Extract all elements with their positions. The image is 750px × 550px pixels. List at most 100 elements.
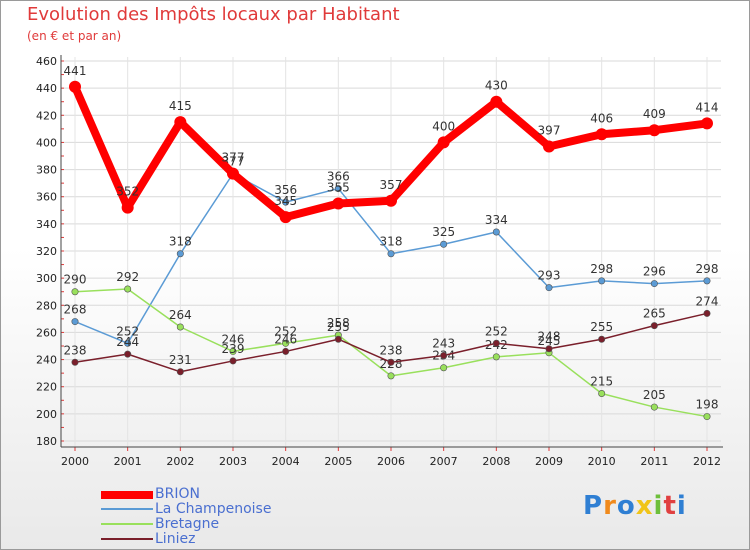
data-point-bretagne: [124, 285, 132, 293]
y-tick-label: 180: [36, 435, 57, 448]
legend-label-liniez: Liniez: [155, 531, 196, 547]
y-tick-label: 280: [36, 299, 57, 312]
data-point-brion: [332, 197, 345, 210]
data-label-bretagne: 290: [64, 273, 87, 287]
data-point-brion: [701, 117, 713, 130]
data-label-la-champenoise: 356: [274, 183, 297, 197]
data-point-liniez: [334, 335, 342, 343]
y-tick-label: 200: [36, 408, 57, 421]
data-label-bretagne: 246: [222, 332, 245, 346]
data-label-brion: 377: [222, 151, 245, 165]
logo-letter: t: [663, 491, 677, 521]
x-tick-label: 2005: [324, 455, 352, 468]
data-label-liniez: 252: [485, 324, 508, 338]
data-point-liniez: [492, 339, 500, 347]
data-label-la-champenoise: 268: [64, 303, 87, 317]
legend-label-brion: BRION: [155, 486, 200, 502]
data-point-liniez: [703, 309, 711, 317]
x-tick-label: 2012: [693, 455, 721, 468]
data-point-la-champenoise: [703, 277, 711, 285]
x-tick-label: 2011: [640, 455, 668, 468]
data-label-bretagne: 215: [590, 375, 613, 389]
data-point-liniez: [282, 347, 290, 355]
data-label-la-champenoise: 318: [380, 235, 403, 249]
data-label-bretagne: 198: [696, 398, 719, 412]
legend-swatch-la-champenoise: [101, 508, 153, 510]
data-point-bretagne: [176, 323, 184, 331]
data-point-brion: [437, 136, 450, 149]
data-point-liniez: [598, 335, 606, 343]
data-label-liniez: 274: [696, 294, 719, 308]
data-point-bretagne: [703, 413, 711, 421]
data-point-bretagne: [492, 353, 500, 361]
y-tick-label: 320: [36, 245, 57, 258]
data-point-brion: [385, 194, 397, 207]
chart-subtitle: (en € et par an): [27, 29, 122, 43]
x-tick-label: 2008: [482, 455, 510, 468]
data-label-bretagne: 245: [538, 334, 561, 348]
logo-letter: P: [583, 491, 604, 521]
data-point-la-champenoise: [387, 250, 395, 258]
data-point-liniez: [176, 368, 184, 376]
data-point-bretagne: [598, 389, 606, 397]
data-point-liniez: [71, 358, 79, 366]
data-label-la-champenoise: 298: [696, 262, 719, 276]
data-label-brion: 345: [274, 194, 297, 208]
data-point-la-champenoise: [282, 198, 290, 206]
data-label-la-champenoise: 325: [432, 225, 455, 239]
data-label-bretagne: 258: [327, 316, 350, 330]
data-point-liniez: [650, 322, 658, 330]
data-point-brion: [648, 124, 661, 137]
x-tick-label: 2004: [272, 455, 300, 468]
data-point-brion: [174, 116, 187, 129]
y-tick-label: 300: [36, 272, 57, 285]
data-point-brion: [69, 80, 81, 93]
x-tick-label: 2009: [535, 455, 563, 468]
x-tick-label: 2001: [114, 455, 142, 468]
data-point-brion: [279, 211, 292, 224]
data-label-liniez: 246: [274, 332, 297, 346]
data-point-liniez: [387, 358, 395, 366]
data-label-brion: 400: [432, 119, 455, 133]
legend-swatch-brion: [101, 491, 153, 499]
data-label-brion: 357: [380, 178, 403, 192]
data-point-bretagne: [282, 339, 290, 347]
data-label-liniez: 248: [538, 330, 561, 344]
y-tick-label: 440: [36, 82, 57, 95]
data-point-la-champenoise: [124, 339, 132, 347]
chart-title: Evolution des Impôts locaux par Habitant: [27, 4, 400, 25]
data-point-la-champenoise: [545, 284, 553, 292]
data-label-liniez: 265: [643, 307, 666, 321]
data-point-liniez: [545, 345, 553, 353]
data-label-liniez: 255: [327, 320, 350, 334]
x-tick-label: 2007: [430, 455, 458, 468]
data-label-liniez: 231: [169, 353, 192, 367]
data-point-bretagne: [650, 403, 658, 411]
data-label-brion: 352: [116, 185, 139, 199]
data-label-la-champenoise: 334: [485, 213, 508, 227]
data-label-brion: 415: [169, 99, 192, 113]
data-label-bretagne: 252: [274, 324, 297, 338]
logo-letter: i: [653, 491, 664, 521]
data-label-brion: 414: [696, 100, 719, 114]
x-tick-label: 2002: [166, 455, 194, 468]
y-tick-label: 400: [36, 136, 57, 149]
data-point-liniez: [440, 351, 448, 359]
y-tick-label: 260: [36, 326, 57, 339]
x-tick-label: 2003: [219, 455, 247, 468]
data-label-liniez: 238: [64, 343, 87, 357]
data-label-liniez: 255: [590, 320, 613, 334]
data-label-la-champenoise: 293: [538, 269, 561, 283]
data-label-brion: 441: [64, 64, 87, 78]
data-point-liniez: [124, 350, 132, 358]
data-point-brion: [595, 128, 608, 141]
data-point-bretagne: [229, 347, 237, 355]
data-point-bretagne: [387, 372, 395, 380]
data-point-la-champenoise: [440, 240, 448, 248]
data-point-la-champenoise: [334, 185, 342, 193]
y-tick-label: 420: [36, 109, 57, 122]
data-label-la-champenoise: 318: [169, 235, 192, 249]
data-label-la-champenoise: 296: [643, 265, 666, 279]
logo-letter: r: [603, 491, 617, 521]
